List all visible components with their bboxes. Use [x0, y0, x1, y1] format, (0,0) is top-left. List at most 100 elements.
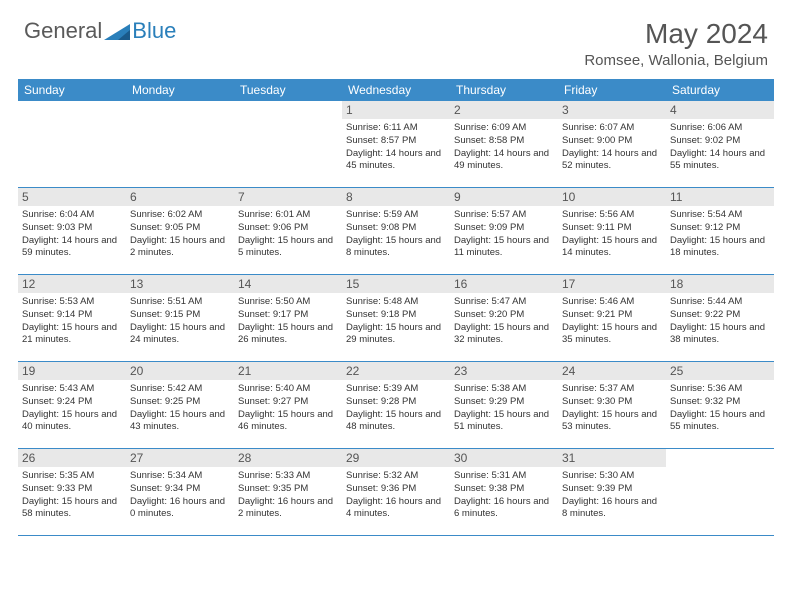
day-number: 9	[450, 188, 558, 206]
day-number: 3	[558, 101, 666, 119]
logo: General Blue	[24, 18, 176, 44]
day-cell: 8 Sunrise: 5:59 AMSunset: 9:08 PMDaylight…	[342, 188, 450, 274]
day-number: 6	[126, 188, 234, 206]
day-number: 29	[342, 449, 450, 467]
day-cell: 15 Sunrise: 5:48 AMSunset: 9:18 PMDayligh…	[342, 275, 450, 361]
day-info: Sunrise: 5:46 AMSunset: 9:21 PMDaylight:…	[562, 296, 662, 347]
day-cell: 27 Sunrise: 5:34 AMSunset: 9:34 PMDayligh…	[126, 449, 234, 535]
weekday-header-row: SundayMondayTuesdayWednesdayThursdayFrid…	[18, 79, 774, 101]
day-info: Sunrise: 5:30 AMSunset: 9:39 PMDaylight:…	[562, 470, 662, 521]
day-cell: 26 Sunrise: 5:35 AMSunset: 9:33 PMDayligh…	[18, 449, 126, 535]
day-info: Sunrise: 5:53 AMSunset: 9:14 PMDaylight:…	[22, 296, 122, 347]
day-info: Sunrise: 5:31 AMSunset: 9:38 PMDaylight:…	[454, 470, 554, 521]
day-info: Sunrise: 5:57 AMSunset: 9:09 PMDaylight:…	[454, 209, 554, 260]
day-number: 5	[18, 188, 126, 206]
day-cell: 4Sunrise: 6:06 AMSunset: 9:02 PMDaylight…	[666, 101, 774, 187]
day-number: 8	[342, 188, 450, 206]
day-cell: 25Sunrise: 5:36 AMSunset: 9:32 PMDayligh…	[666, 362, 774, 448]
day-info: Sunrise: 5:42 AMSunset: 9:25 PMDaylight:…	[130, 383, 230, 434]
day-info: Sunrise: 5:39 AMSunset: 9:28 PMDaylight:…	[346, 383, 446, 434]
day-number: 15	[342, 275, 450, 293]
day-cell: 20 Sunrise: 5:42 AMSunset: 9:25 PMDayligh…	[126, 362, 234, 448]
day-number: 12	[18, 275, 126, 293]
day-number: 21	[234, 362, 342, 380]
day-number: 27	[126, 449, 234, 467]
day-info: Sunrise: 5:47 AMSunset: 9:20 PMDaylight:…	[454, 296, 554, 347]
day-cell	[18, 101, 126, 187]
day-info: Sunrise: 5:56 AMSunset: 9:11 PMDaylight:…	[562, 209, 662, 260]
day-info: Sunrise: 5:54 AMSunset: 9:12 PMDaylight:…	[670, 209, 770, 260]
calendar-grid: SundayMondayTuesdayWednesdayThursdayFrid…	[18, 79, 774, 536]
day-number: 18	[666, 275, 774, 293]
day-number: 26	[18, 449, 126, 467]
day-info: Sunrise: 5:34 AMSunset: 9:34 PMDaylight:…	[130, 470, 230, 521]
day-number: 20	[126, 362, 234, 380]
week-row: 12 Sunrise: 5:53 AMSunset: 9:14 PMDayligh…	[18, 275, 774, 362]
logo-text-2: Blue	[132, 18, 176, 44]
day-cell	[126, 101, 234, 187]
day-number: 13	[126, 275, 234, 293]
day-info: Sunrise: 6:07 AMSunset: 9:00 PMDaylight:…	[562, 122, 662, 173]
day-cell	[234, 101, 342, 187]
month-title: May 2024	[584, 18, 768, 50]
day-cell: 21Sunrise: 5:40 AMSunset: 9:27 PMDayligh…	[234, 362, 342, 448]
day-number: 11	[666, 188, 774, 206]
day-info: Sunrise: 5:48 AMSunset: 9:18 PMDaylight:…	[346, 296, 446, 347]
weekday-header: Monday	[126, 79, 234, 101]
day-number: 19	[18, 362, 126, 380]
day-info: Sunrise: 5:44 AMSunset: 9:22 PMDaylight:…	[670, 296, 770, 347]
day-info: Sunrise: 5:51 AMSunset: 9:15 PMDaylight:…	[130, 296, 230, 347]
day-cell: 5 Sunrise: 6:04 AMSunset: 9:03 PMDaylight…	[18, 188, 126, 274]
day-cell: 24Sunrise: 5:37 AMSunset: 9:30 PMDayligh…	[558, 362, 666, 448]
day-info: Sunrise: 5:35 AMSunset: 9:33 PMDaylight:…	[22, 470, 122, 521]
day-cell: 22Sunrise: 5:39 AMSunset: 9:28 PMDayligh…	[342, 362, 450, 448]
day-info: Sunrise: 6:01 AMSunset: 9:06 PMDaylight:…	[238, 209, 338, 260]
logo-text-1: General	[24, 18, 102, 44]
logo-triangle-icon	[104, 22, 130, 40]
day-cell: 9 Sunrise: 5:57 AMSunset: 9:09 PMDaylight…	[450, 188, 558, 274]
day-cell: 12 Sunrise: 5:53 AMSunset: 9:14 PMDayligh…	[18, 275, 126, 361]
day-number: 30	[450, 449, 558, 467]
week-row: 26 Sunrise: 5:35 AMSunset: 9:33 PMDayligh…	[18, 449, 774, 536]
location-text: Romsee, Wallonia, Belgium	[584, 52, 768, 69]
page-header: General Blue May 2024 Romsee, Wallonia, …	[0, 0, 792, 77]
day-number: 23	[450, 362, 558, 380]
day-info: Sunrise: 5:59 AMSunset: 9:08 PMDaylight:…	[346, 209, 446, 260]
day-cell: 14Sunrise: 5:50 AMSunset: 9:17 PMDayligh…	[234, 275, 342, 361]
day-info: Sunrise: 5:33 AMSunset: 9:35 PMDaylight:…	[238, 470, 338, 521]
week-row: 1 Sunrise: 6:11 AMSunset: 8:57 PMDaylight…	[18, 101, 774, 188]
day-cell: 17 Sunrise: 5:46 AMSunset: 9:21 PMDayligh…	[558, 275, 666, 361]
weekday-header: Tuesday	[234, 79, 342, 101]
day-cell: 28 Sunrise: 5:33 AMSunset: 9:35 PMDayligh…	[234, 449, 342, 535]
day-cell: 10 Sunrise: 5:56 AMSunset: 9:11 PMDayligh…	[558, 188, 666, 274]
day-cell: 11 Sunrise: 5:54 AMSunset: 9:12 PMDayligh…	[666, 188, 774, 274]
weekday-header: Sunday	[18, 79, 126, 101]
weekday-header: Friday	[558, 79, 666, 101]
day-number: 28	[234, 449, 342, 467]
day-info: Sunrise: 5:43 AMSunset: 9:24 PMDaylight:…	[22, 383, 122, 434]
day-info: Sunrise: 6:11 AMSunset: 8:57 PMDaylight:…	[346, 122, 446, 173]
day-cell: 7Sunrise: 6:01 AMSunset: 9:06 PMDaylight…	[234, 188, 342, 274]
day-number: 17	[558, 275, 666, 293]
day-cell: 16 Sunrise: 5:47 AMSunset: 9:20 PMDayligh…	[450, 275, 558, 361]
day-number: 25	[666, 362, 774, 380]
day-info: Sunrise: 6:04 AMSunset: 9:03 PMDaylight:…	[22, 209, 122, 260]
day-cell: 30 Sunrise: 5:31 AMSunset: 9:38 PMDayligh…	[450, 449, 558, 535]
day-info: Sunrise: 5:38 AMSunset: 9:29 PMDaylight:…	[454, 383, 554, 434]
day-number: 16	[450, 275, 558, 293]
day-cell: 19 Sunrise: 5:43 AMSunset: 9:24 PMDayligh…	[18, 362, 126, 448]
day-info: Sunrise: 5:50 AMSunset: 9:17 PMDaylight:…	[238, 296, 338, 347]
day-info: Sunrise: 5:32 AMSunset: 9:36 PMDaylight:…	[346, 470, 446, 521]
day-info: Sunrise: 6:09 AMSunset: 8:58 PMDaylight:…	[454, 122, 554, 173]
day-number: 24	[558, 362, 666, 380]
day-cell: 31 Sunrise: 5:30 AMSunset: 9:39 PMDayligh…	[558, 449, 666, 535]
day-cell: 1 Sunrise: 6:11 AMSunset: 8:57 PMDaylight…	[342, 101, 450, 187]
day-cell: 29 Sunrise: 5:32 AMSunset: 9:36 PMDayligh…	[342, 449, 450, 535]
day-number: 10	[558, 188, 666, 206]
day-number: 1	[342, 101, 450, 119]
week-row: 19 Sunrise: 5:43 AMSunset: 9:24 PMDayligh…	[18, 362, 774, 449]
weekday-header: Wednesday	[342, 79, 450, 101]
day-number: 31	[558, 449, 666, 467]
day-cell: 18 Sunrise: 5:44 AMSunset: 9:22 PMDayligh…	[666, 275, 774, 361]
day-cell: 23 Sunrise: 5:38 AMSunset: 9:29 PMDayligh…	[450, 362, 558, 448]
